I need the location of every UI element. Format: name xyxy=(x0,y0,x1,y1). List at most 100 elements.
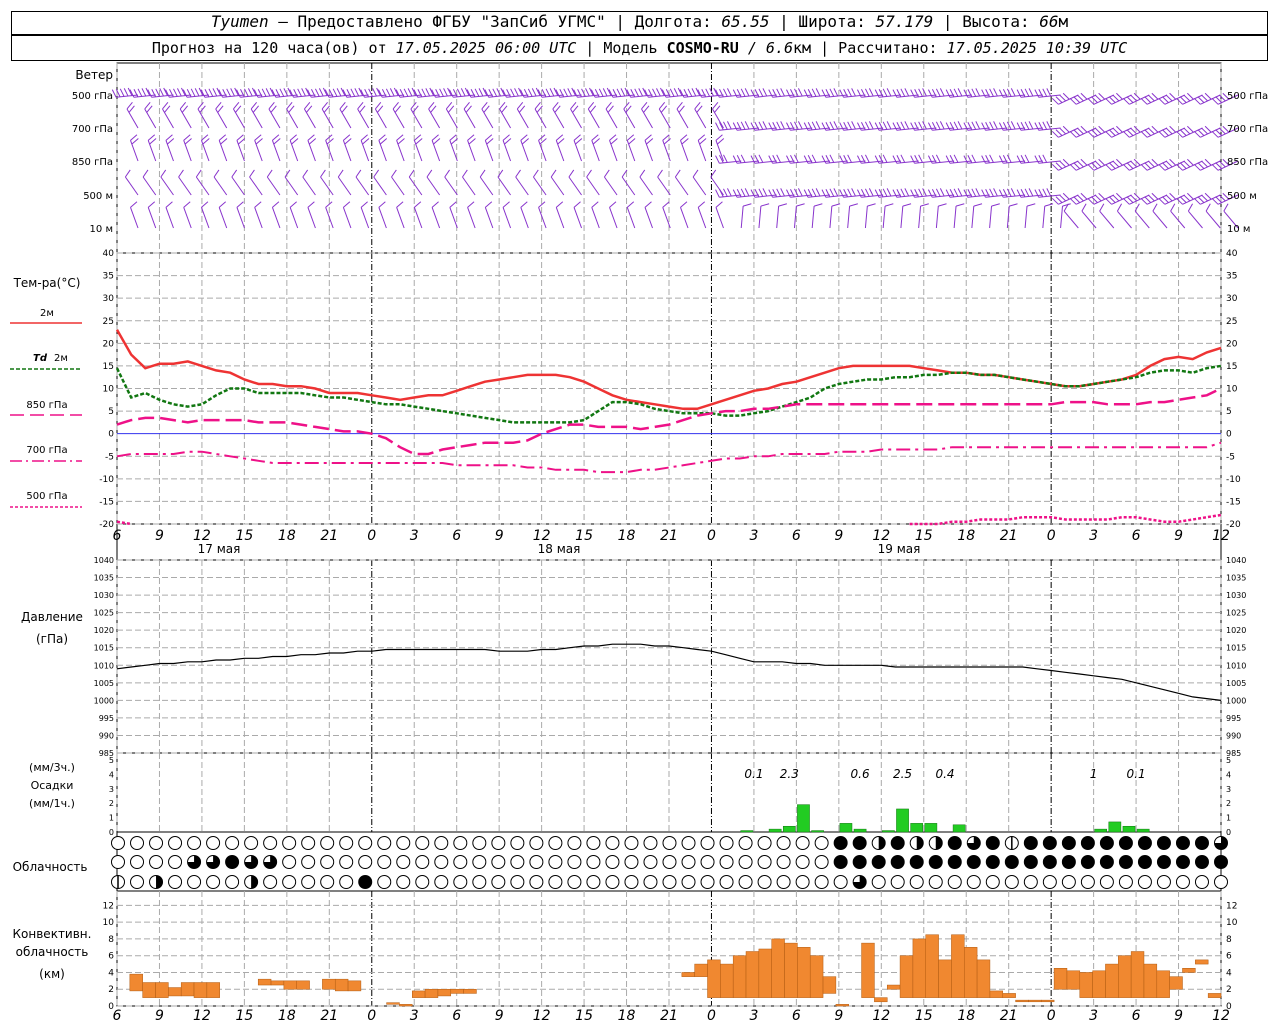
wind-barb-flag xyxy=(715,89,720,98)
wind-barb-flag xyxy=(864,154,870,163)
wind-barb-flag xyxy=(514,88,519,97)
conv-bar xyxy=(1002,993,1016,998)
conv-bar xyxy=(1207,993,1222,998)
wind-barb xyxy=(953,203,965,229)
wind-barb-shaft xyxy=(573,140,583,162)
wind-barb-flag xyxy=(190,88,196,97)
wind-barb-flag xyxy=(967,89,973,98)
temp-tick-label: 35 xyxy=(1226,272,1237,282)
pressure-tick-label: 1035 xyxy=(94,574,114,583)
cloud-circle xyxy=(339,875,354,889)
wind-barb-flag xyxy=(989,154,994,163)
cloud-cover-symbol xyxy=(1156,855,1171,869)
wind-barb-flag xyxy=(953,188,959,197)
wind-barb-flag xyxy=(1073,96,1081,103)
cloud-fill-overcast xyxy=(834,836,848,850)
wind-barb-flag xyxy=(1223,203,1229,212)
wind-barb-flag xyxy=(1193,130,1201,138)
cloud-circle xyxy=(605,836,620,850)
wind-barb-flag xyxy=(182,89,188,98)
wind-barb-flag xyxy=(1147,194,1155,202)
wind-barb-flag xyxy=(628,138,636,145)
wind-barb-flag xyxy=(399,89,405,98)
wind-barb xyxy=(448,87,476,98)
wind-barb-flag xyxy=(1116,92,1123,100)
wind-barb xyxy=(165,134,175,162)
wind-barb xyxy=(395,87,422,98)
wind-barb-flag xyxy=(857,89,862,98)
cloud-cover-symbol xyxy=(434,836,449,850)
wind-barb xyxy=(231,169,245,196)
cloud-fill-overcast xyxy=(986,855,1000,869)
wind-barb-flag xyxy=(481,102,488,110)
pressure-tick-label: 990 xyxy=(99,731,114,740)
wind-barb-flag xyxy=(1147,94,1155,102)
cloud-cover-symbol xyxy=(700,836,715,850)
wind-barb-flag xyxy=(1094,160,1102,168)
cloud-fill-overcast xyxy=(1214,855,1228,869)
hour-tick-label: 18 xyxy=(957,528,975,544)
wind-barb-flag xyxy=(305,87,310,96)
wind-barb-flag xyxy=(1222,192,1230,200)
cloud-cover-symbol xyxy=(1099,875,1114,889)
wind-barb-shaft xyxy=(428,108,441,129)
wind-barb-flag xyxy=(541,89,547,98)
wind-barb-flag xyxy=(501,105,508,113)
wind-barb-flag xyxy=(967,189,973,198)
conv-bar xyxy=(168,987,182,997)
wind-barb xyxy=(1034,121,1061,131)
wind-barb-flag xyxy=(444,169,450,178)
wind-barb-flag xyxy=(847,121,852,130)
cloud-circle xyxy=(149,855,164,869)
wind-barb-flag xyxy=(1165,194,1173,202)
wind-barb-flag xyxy=(1028,188,1034,197)
wind-barb-flag xyxy=(935,121,941,130)
wind-barb-flag xyxy=(1147,127,1155,135)
wind-barb xyxy=(408,169,423,196)
precip-bar xyxy=(768,828,782,833)
wind-barb xyxy=(249,169,263,196)
wind-barb-flag xyxy=(790,155,795,164)
wind-barb-flag xyxy=(162,102,169,110)
wind-barb-shaft xyxy=(555,207,565,229)
conv-bar xyxy=(1066,970,1081,990)
wind-barb xyxy=(254,134,263,162)
wind-barb-flag xyxy=(967,122,973,131)
cloud-circle xyxy=(415,855,430,869)
wind-barb-flag xyxy=(198,87,204,96)
wind-barb-shaft xyxy=(200,207,210,229)
wind-barb-flag xyxy=(1179,96,1187,103)
wind-barb-flag xyxy=(878,122,884,131)
wind-barb-flag xyxy=(991,203,1000,207)
cloud-cover-symbol xyxy=(168,855,183,869)
calc-label: | Рассчитано: xyxy=(811,39,947,57)
wind-barb-flag xyxy=(740,121,746,130)
wind-barb-flag xyxy=(975,188,981,197)
wind-barb-flag xyxy=(131,138,139,145)
wind-barb-shaft xyxy=(515,176,529,196)
cloud-fill-overcast xyxy=(986,836,1000,850)
wind-barb-flag xyxy=(696,105,703,113)
cloud-circle xyxy=(472,875,487,889)
wind-barb-flag xyxy=(240,89,245,98)
wind-barb-flag xyxy=(1016,155,1022,164)
wind-barb-shaft xyxy=(307,140,316,162)
cloud-cover-symbol xyxy=(662,855,677,869)
wind-barb-flag xyxy=(430,105,437,113)
wind-barb xyxy=(126,102,139,129)
hour-tick-label: 15 xyxy=(915,528,933,544)
wind-barb xyxy=(337,169,352,196)
cloud-fill-broken xyxy=(853,875,867,889)
cloud-cover-symbol xyxy=(453,836,468,850)
wind-barb-flag xyxy=(179,102,187,110)
wind-barb xyxy=(1105,92,1132,105)
wind-barb-flag xyxy=(1087,130,1095,138)
wind-barb-flag xyxy=(953,88,959,97)
wind-barb xyxy=(499,102,512,129)
wind-barb-flag xyxy=(1020,89,1026,98)
wind-barb-flag xyxy=(1042,154,1048,163)
cloud-cover-symbol xyxy=(567,855,582,869)
wind-barb-flag xyxy=(732,189,738,198)
wind-barb xyxy=(945,154,972,164)
wind-barb-shaft xyxy=(715,207,724,229)
